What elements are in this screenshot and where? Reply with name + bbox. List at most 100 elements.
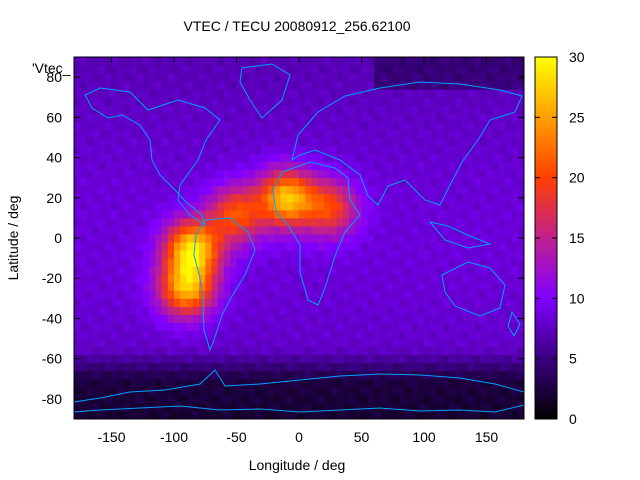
heatmap-cell <box>305 290 312 299</box>
heatmap-cell <box>292 113 300 122</box>
heatmap-cell <box>124 217 131 227</box>
heatmap-cell <box>474 65 481 74</box>
heatmap-cell <box>280 209 287 219</box>
heatmap-cell <box>180 274 187 283</box>
heatmap-cell <box>342 410 350 419</box>
heatmap-cell <box>517 338 524 348</box>
heatmap-cell <box>224 113 231 122</box>
heatmap-cell <box>305 258 312 267</box>
heatmap-cell <box>342 97 350 106</box>
heatmap-cell <box>105 89 112 98</box>
heatmap-cell <box>399 225 406 235</box>
heatmap-cell <box>417 282 425 291</box>
heatmap-cell <box>161 81 169 90</box>
heatmap-cell <box>180 282 187 291</box>
heatmap-cell <box>280 306 287 315</box>
heatmap-cell <box>436 137 444 146</box>
heatmap-cell <box>511 290 519 299</box>
heatmap-cell <box>449 354 456 364</box>
heatmap-cell <box>167 161 175 171</box>
heatmap-cell <box>167 217 175 227</box>
heatmap-cell <box>317 209 325 219</box>
heatmap-cell <box>511 185 519 195</box>
heatmap-cell <box>480 129 487 138</box>
heatmap-cell <box>374 225 381 235</box>
heatmap-cell <box>249 290 256 299</box>
heatmap-cell <box>374 105 381 114</box>
heatmap-cell <box>86 314 94 323</box>
heatmap-cell <box>142 258 150 267</box>
heatmap-cell <box>467 378 475 388</box>
heatmap-cell <box>86 354 94 364</box>
heatmap-cell <box>455 346 462 356</box>
heatmap-cell <box>424 201 431 211</box>
heatmap-cell <box>486 201 494 211</box>
heatmap-cell <box>217 193 225 203</box>
heatmap-cell <box>186 250 194 259</box>
heatmap-cell <box>392 378 400 388</box>
heatmap-cell <box>317 233 325 243</box>
heatmap-cell <box>155 97 162 106</box>
heatmap-cell <box>311 217 319 227</box>
heatmap-cell <box>461 129 469 138</box>
heatmap-cell <box>180 209 187 219</box>
heatmap-cell <box>255 65 262 74</box>
heatmap-cell <box>449 370 456 380</box>
heatmap-cell <box>124 314 131 323</box>
heatmap-cell <box>305 338 312 348</box>
heatmap-cell <box>192 121 200 130</box>
heatmap-cell <box>411 410 419 419</box>
heatmap-cell <box>136 306 144 315</box>
heatmap-cell <box>392 105 400 114</box>
heatmap-cell <box>105 338 112 348</box>
heatmap-cell <box>405 225 412 235</box>
heatmap-cell <box>161 314 169 323</box>
heatmap-cell <box>324 306 331 315</box>
heatmap-cell <box>211 185 219 195</box>
heatmap-cell <box>80 225 87 235</box>
heatmap-cell <box>149 129 156 138</box>
heatmap-cell <box>224 177 231 187</box>
heatmap-cell <box>174 338 181 348</box>
heatmap-cell <box>311 298 319 307</box>
heatmap-cell <box>455 306 462 315</box>
heatmap-cell <box>149 338 156 348</box>
heatmap-cell <box>492 322 500 332</box>
heatmap-cell <box>436 105 444 114</box>
heatmap-cell <box>92 258 100 267</box>
heatmap-cell <box>217 185 225 195</box>
heatmap-cell <box>217 330 225 340</box>
heatmap-cell <box>467 177 475 187</box>
heatmap-cell <box>161 145 169 155</box>
heatmap-cell <box>205 338 212 348</box>
heatmap-cell <box>192 97 200 106</box>
heatmap-cell <box>74 185 81 195</box>
heatmap-cell <box>186 378 194 388</box>
heatmap-cell <box>299 370 306 380</box>
heatmap-cell <box>286 185 294 195</box>
heatmap-cell <box>161 105 169 114</box>
heatmap-cell <box>499 290 506 299</box>
heatmap-cell <box>449 394 456 404</box>
heatmap-cell <box>86 306 94 315</box>
heatmap-cell <box>461 370 469 380</box>
heatmap-cell <box>349 362 356 372</box>
heatmap-cell <box>442 89 450 98</box>
heatmap-cell <box>411 89 419 98</box>
heatmap-cell <box>392 65 400 74</box>
heatmap-cell <box>242 161 250 171</box>
heatmap-cell <box>130 250 137 259</box>
heatmap-cell <box>386 242 394 251</box>
heatmap-cell <box>330 298 337 307</box>
heatmap-cell <box>467 89 475 98</box>
heatmap-cell <box>180 89 187 98</box>
heatmap-cell <box>192 105 200 114</box>
heatmap-cell <box>80 370 87 380</box>
heatmap-cell <box>361 129 369 138</box>
heatmap-cell <box>374 370 381 380</box>
heatmap-cell <box>117 370 125 380</box>
heatmap-cell <box>355 177 362 187</box>
heatmap-cell <box>324 242 331 251</box>
heatmap-cell <box>236 137 244 146</box>
heatmap-cell <box>367 65 375 74</box>
